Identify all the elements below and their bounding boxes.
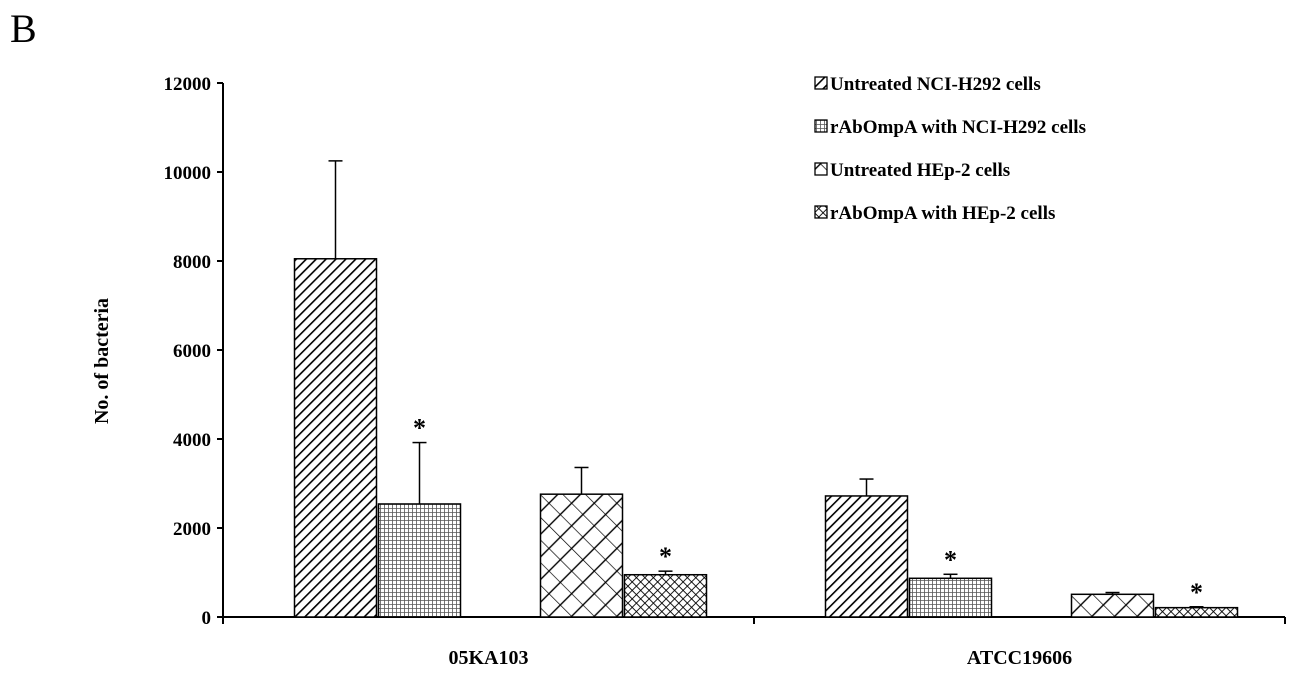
legend: Untreated NCI-H292 cells rAbOmpA with NCI…	[814, 74, 1086, 224]
significance-marker: *	[944, 545, 957, 574]
significance-marker: *	[1190, 578, 1203, 607]
legend-swatch	[814, 76, 828, 90]
bars: * * * *	[293, 160, 1239, 618]
panel-label: B	[10, 6, 37, 51]
x-tick-label: ATCC19606	[967, 647, 1072, 668]
bar	[623, 573, 708, 618]
bar	[908, 577, 993, 618]
legend-label: rAbOmpA with NCI-H292 cells	[830, 117, 1086, 138]
x-tick-label: 05KA103	[449, 647, 529, 668]
bar	[1070, 593, 1155, 618]
legend-swatch	[814, 119, 828, 133]
bar	[377, 503, 462, 618]
bar	[1154, 606, 1239, 618]
significance-marker: *	[413, 414, 426, 443]
y-axis-title: No. of bacteria	[91, 298, 113, 424]
bar	[293, 258, 378, 618]
y-tick-label: 12000	[164, 74, 212, 95]
significance-marker: *	[659, 542, 672, 571]
bar	[824, 495, 909, 618]
y-tick-label: 0	[202, 608, 212, 629]
legend-label: Untreated NCI-H292 cells	[830, 74, 1041, 95]
y-tick-label: 8000	[173, 252, 211, 273]
bar	[539, 493, 624, 618]
legend-swatch	[814, 162, 828, 176]
y-tick-label: 2000	[173, 519, 211, 540]
legend-label: rAbOmpA with HEp-2 cells	[830, 203, 1055, 224]
y-tick-label: 6000	[173, 341, 211, 362]
y-tick-label: 4000	[173, 430, 211, 451]
legend-label: Untreated HEp-2 cells	[830, 160, 1010, 181]
y-tick-label: 10000	[164, 163, 212, 184]
legend-swatch	[814, 205, 828, 219]
